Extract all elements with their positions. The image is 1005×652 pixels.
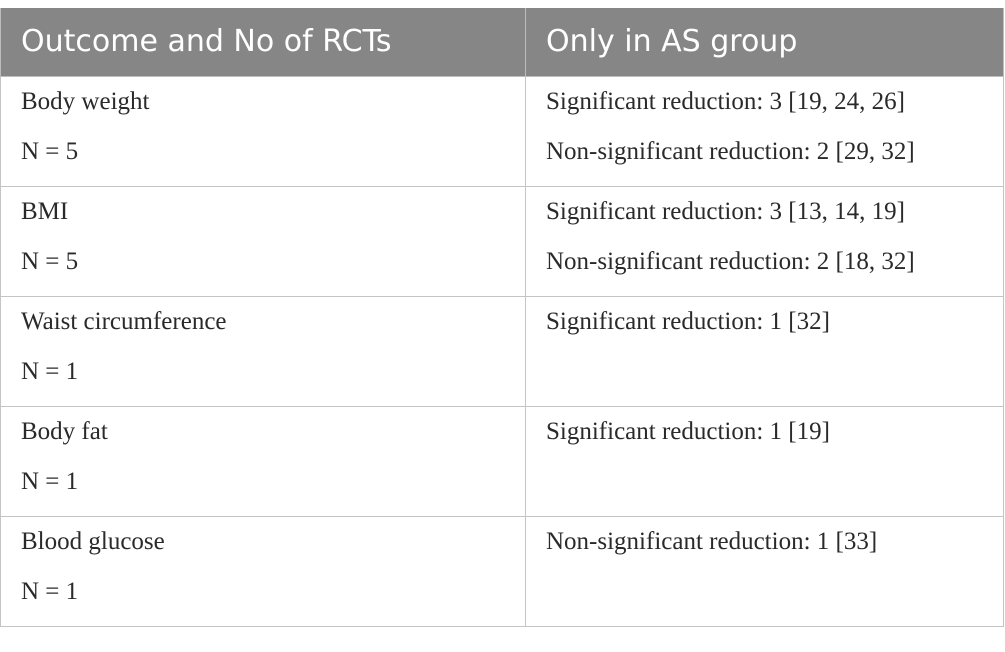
- outcome-cell: Waist circumference N = 1: [0, 296, 526, 407]
- outcome-cell: Blood glucose N = 1: [0, 516, 526, 627]
- finding-text: Non-significant reduction: 1 [33]: [546, 528, 878, 555]
- finding-text: Non-significant reduction: 2 [29, 32]: [546, 138, 915, 165]
- rct-count: N = 1: [21, 358, 79, 385]
- outcome-label: Waist circumference: [21, 308, 227, 335]
- header-as-group: Only in AS group: [525, 8, 1004, 77]
- finding-text: Non-significant reduction: 2 [18, 32]: [546, 248, 915, 275]
- outcome-label: Blood glucose: [21, 528, 165, 555]
- findings-cell: Significant reduction: 3 [19, 24, 26] No…: [525, 76, 1004, 187]
- findings-cell: Non-significant reduction: 1 [33]: [525, 516, 1004, 627]
- outcome-label: Body fat: [21, 418, 108, 445]
- header-row: Outcome and No of RCTs Only in AS group: [0, 8, 1004, 77]
- finding-text: Significant reduction: 1 [32]: [546, 308, 830, 335]
- outcome-cell: Body fat N = 1: [0, 406, 526, 517]
- table-row: BMI N = 5 Significant reduction: 3 [13, …: [0, 186, 1004, 297]
- outcome-cell: Body weight N = 5: [0, 76, 526, 187]
- rct-count: N = 5: [21, 248, 79, 275]
- findings-cell: Significant reduction: 1 [19]: [525, 406, 1004, 517]
- table-row: Blood glucose N = 1 Non-significant redu…: [0, 516, 1004, 627]
- findings-cell: Significant reduction: 1 [32]: [525, 296, 1004, 407]
- table-row: Waist circumference N = 1 Significant re…: [0, 296, 1004, 407]
- table-row: Body fat N = 1 Significant reduction: 1 …: [0, 406, 1004, 517]
- rct-count: N = 5: [21, 138, 79, 165]
- findings-cell: Significant reduction: 3 [13, 14, 19] No…: [525, 186, 1004, 297]
- outcome-label: BMI: [21, 198, 69, 225]
- outcome-cell: BMI N = 5: [0, 186, 526, 297]
- finding-text: Significant reduction: 1 [19]: [546, 418, 830, 445]
- outcome-label: Body weight: [21, 88, 150, 115]
- finding-text: Significant reduction: 3 [13, 14, 19]: [546, 198, 905, 225]
- header-outcome: Outcome and No of RCTs: [0, 8, 526, 77]
- rct-count: N = 1: [21, 468, 79, 495]
- table-row: Body weight N = 5 Significant reduction:…: [0, 76, 1004, 187]
- rct-count: N = 1: [21, 578, 79, 605]
- finding-text: Significant reduction: 3 [19, 24, 26]: [546, 88, 905, 115]
- results-table: Outcome and No of RCTs Only in AS group …: [0, 8, 1004, 627]
